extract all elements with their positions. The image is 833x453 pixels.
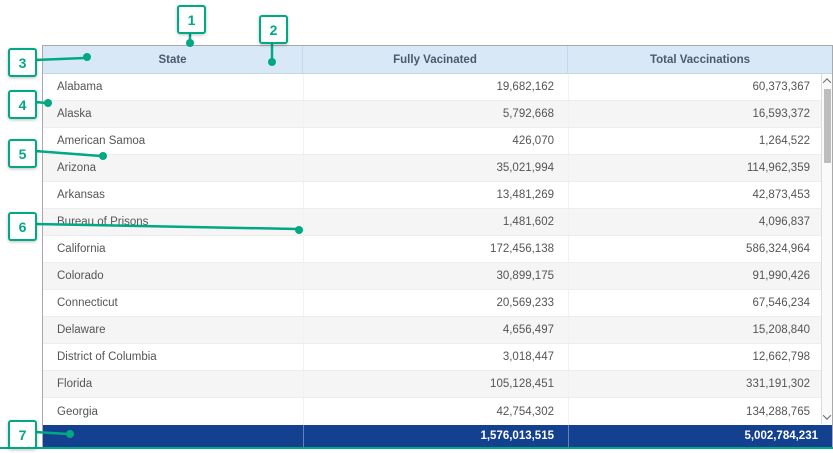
state-cell: Florida [43,371,303,397]
fully-vaccinated-cell: 35,021,994 [303,155,568,181]
state-cell: Alabama [43,74,303,100]
annotation-box-2: 2 [259,15,288,44]
annotation-box-5: 5 [8,139,37,168]
total-vaccinations-cell: 67,546,234 [568,290,832,316]
total-vaccinations-cell: 42,873,453 [568,182,832,208]
table-body: Alabama 19,682,162 60,373,367 Alaska 5,7… [43,74,832,425]
total-vaccinations-cell: 60,373,367 [568,74,832,100]
table-row[interactable]: Florida 105,128,451 331,191,302 [43,371,832,398]
state-cell: Arkansas [43,182,303,208]
summary-state-cell [43,425,303,447]
table-row[interactable]: Delaware 4,656,497 15,208,840 [43,317,832,344]
state-cell: Alaska [43,101,303,127]
fully-vaccinated-cell: 5,792,668 [303,101,568,127]
attribute-table: State Fully Vacinated Total Vaccinations… [42,45,833,448]
state-cell: American Samoa [43,128,303,154]
total-vaccinations-cell: 16,593,372 [568,101,832,127]
total-vaccinations-cell: 91,990,426 [568,263,832,289]
fully-vaccinated-cell: 20,569,233 [303,290,568,316]
table-row[interactable]: Arkansas 13,481,269 42,873,453 [43,182,832,209]
fully-vaccinated-cell: 19,682,162 [303,74,568,100]
state-cell: Connecticut [43,290,303,316]
annotation-summary-underline [0,447,833,449]
fully-vaccinated-cell: 4,656,497 [303,317,568,343]
table-row[interactable]: Alaska 5,792,668 16,593,372 [43,101,832,128]
state-cell: California [43,236,303,262]
column-header-state[interactable]: State [43,46,303,73]
state-cell: Arizona [43,155,303,181]
annotation-box-3: 3 [8,48,37,77]
table-row[interactable]: Connecticut 20,569,233 67,546,234 [43,290,832,317]
table-row[interactable]: Alabama 19,682,162 60,373,367 [43,74,832,101]
summary-row: 1,576,013,515 5,002,784,231 [43,425,832,447]
annotation-box-6: 6 [8,212,37,241]
table-row[interactable]: California 172,456,138 586,324,964 [43,236,832,263]
annotation-box-4: 4 [8,90,37,119]
table-row[interactable]: District of Columbia 3,018,447 12,662,79… [43,344,832,371]
fully-vaccinated-cell: 13,481,269 [303,182,568,208]
total-vaccinations-cell: 4,096,837 [568,209,832,235]
total-vaccinations-cell: 134,288,765 [568,398,832,425]
chevron-up-icon [823,78,831,86]
table-row[interactable]: Georgia 42,754,302 134,288,765 [43,398,832,425]
table-row[interactable]: American Samoa 426,070 1,264,522 [43,128,832,155]
state-cell: Georgia [43,398,303,425]
state-cell: District of Columbia [43,344,303,370]
state-cell: Bureau of Prisons [43,209,303,235]
total-vaccinations-cell: 586,324,964 [568,236,832,262]
total-vaccinations-cell: 331,191,302 [568,371,832,397]
scrollbar-thumb[interactable] [824,89,831,163]
fully-vaccinated-cell: 1,481,602 [303,209,568,235]
state-cell: Delaware [43,317,303,343]
table-row[interactable]: Arizona 35,021,994 114,962,359 [43,155,832,182]
fully-vaccinated-cell: 172,456,138 [303,236,568,262]
total-vaccinations-cell: 12,662,798 [568,344,832,370]
vertical-scrollbar[interactable] [821,74,832,424]
summary-fully-vaccinated-cell: 1,576,013,515 [303,425,568,447]
chevron-down-icon [823,411,831,419]
fully-vaccinated-cell: 42,754,302 [303,398,568,425]
column-header-total-vaccinations[interactable]: Total Vaccinations [568,46,832,73]
table-row[interactable]: Bureau of Prisons 1,481,602 4,096,837 [43,209,832,236]
annotation-box-7: 7 [8,420,37,449]
total-vaccinations-cell: 114,962,359 [568,155,832,181]
column-header-fully-vaccinated[interactable]: Fully Vacinated [303,46,568,73]
fully-vaccinated-cell: 426,070 [303,128,568,154]
annotation-box-1: 1 [177,5,206,34]
fully-vaccinated-cell: 3,018,447 [303,344,568,370]
fully-vaccinated-cell: 30,899,175 [303,263,568,289]
total-vaccinations-cell: 15,208,840 [568,317,832,343]
table-header-row: State Fully Vacinated Total Vaccinations [43,46,832,74]
scroll-up-button[interactable] [822,74,832,88]
scroll-down-button[interactable] [822,410,832,424]
summary-total-vaccinations-cell: 5,002,784,231 [568,425,832,447]
state-cell: Colorado [43,263,303,289]
total-vaccinations-cell: 1,264,522 [568,128,832,154]
fully-vaccinated-cell: 105,128,451 [303,371,568,397]
table-row[interactable]: Colorado 30,899,175 91,990,426 [43,263,832,290]
page-root: State Fully Vacinated Total Vaccinations… [0,0,833,453]
